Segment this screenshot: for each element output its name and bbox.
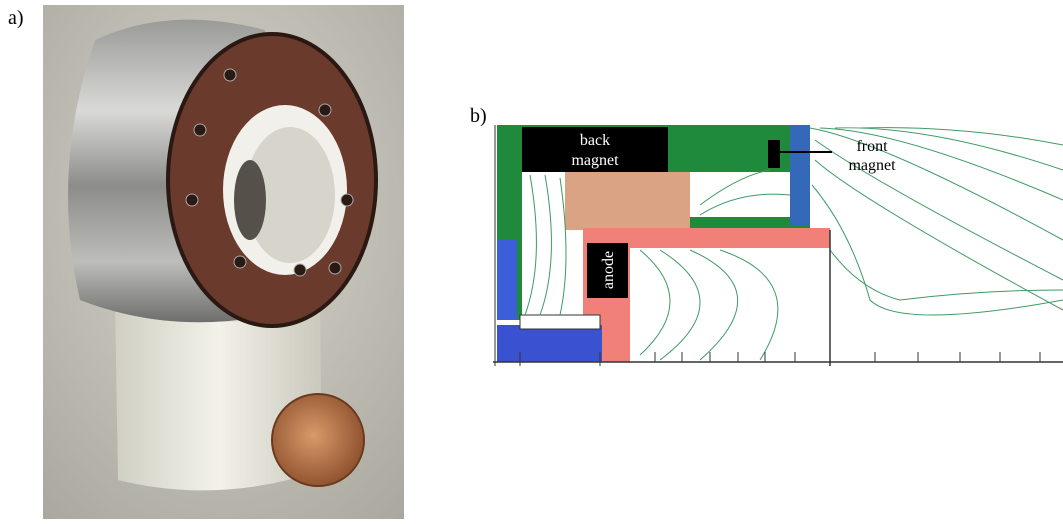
- label: anode: [600, 251, 617, 289]
- label: magnet: [848, 157, 896, 174]
- panel-label: a): [8, 7, 24, 29]
- label: front: [856, 138, 888, 155]
- field-diagram: back magnet front magnet anode: [493, 125, 1063, 366]
- label: magnet: [571, 152, 619, 169]
- label: back: [580, 132, 610, 149]
- photo: [43, 5, 404, 519]
- panel-label: b): [470, 105, 487, 127]
